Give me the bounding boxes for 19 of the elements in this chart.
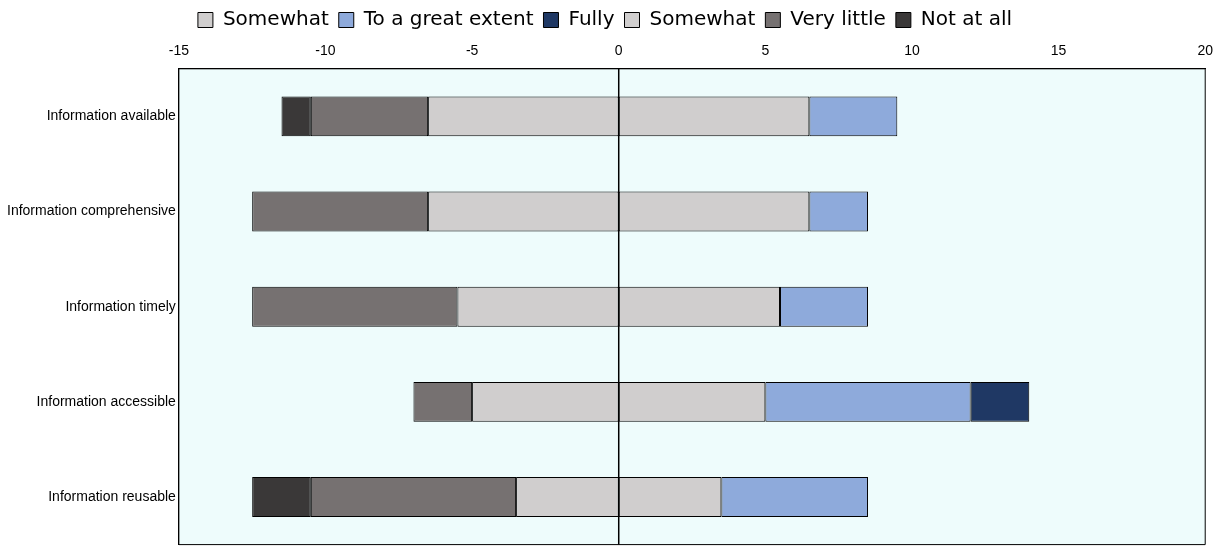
- y-tick-label: Information available: [46, 107, 177, 124]
- x-tick-label: -10: [315, 42, 336, 59]
- legend-label: Very little: [790, 6, 886, 31]
- x-tick-label: 0: [614, 42, 623, 59]
- y-tick-label: Information comprehensive: [6, 202, 177, 219]
- x-tick-label: 5: [761, 42, 770, 59]
- legend-label: Somewhat: [649, 6, 756, 31]
- y-tick-label: Information accessible: [36, 392, 177, 409]
- x-tick-label: 10: [904, 42, 920, 59]
- legend-label: Somewhat: [222, 6, 329, 31]
- x-tick-label: -15: [168, 42, 190, 59]
- x-tick-label: 15: [1050, 42, 1067, 59]
- x-tick-label: 20: [1197, 42, 1214, 59]
- x-tick-label: -5: [465, 42, 479, 59]
- y-tick-label: Information reusable: [48, 487, 177, 504]
- legend-label: Fully: [568, 6, 615, 31]
- legend-label: Not at all: [920, 6, 1013, 31]
- y-tick-label: Information timely: [65, 297, 176, 314]
- legend-label: To a great extent: [362, 6, 534, 31]
